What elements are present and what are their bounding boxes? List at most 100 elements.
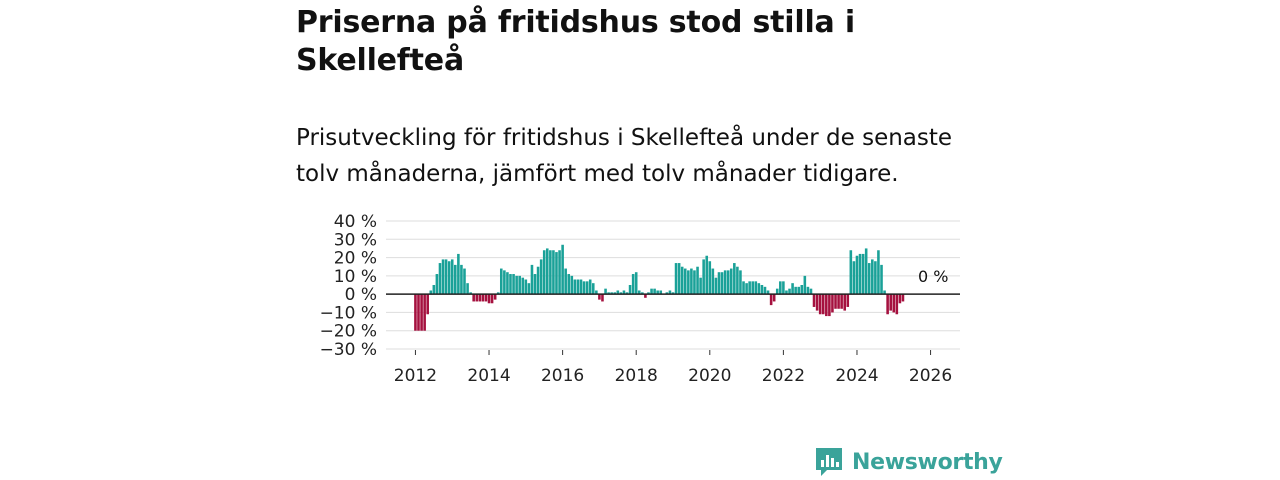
bar: [441, 259, 445, 295]
grid-lines: [386, 220, 960, 350]
bar: [760, 285, 764, 295]
bar: [447, 261, 451, 295]
bar: [861, 253, 865, 295]
y-tick-label: 30 %: [334, 230, 377, 250]
brand-name: Newsworthy: [852, 449, 1003, 475]
bar: [444, 259, 448, 295]
bar: [736, 266, 739, 295]
bar: [585, 281, 589, 295]
bar: [874, 261, 877, 295]
bar: [493, 294, 497, 300]
bar: [524, 279, 528, 295]
newsworthy-logo[interactable]: Newsworthy: [814, 446, 1003, 478]
bar: [601, 294, 604, 302]
chart-subtitle: Prisutveckling för fritidshus i Skelleft…: [296, 125, 953, 187]
bar: [892, 294, 896, 313]
bar: [763, 286, 767, 295]
bar: [545, 248, 549, 295]
newsworthy-logo-icon: [816, 448, 842, 476]
bar: [625, 292, 629, 295]
bar: [714, 277, 718, 295]
bar: [469, 292, 472, 295]
bar: [852, 261, 856, 295]
bar: [417, 294, 420, 331]
bar: [720, 272, 724, 295]
bar: [834, 294, 837, 309]
bar: [693, 270, 696, 295]
bar: [521, 277, 525, 295]
bar: [530, 264, 534, 295]
x-tick-label: 2020: [688, 366, 731, 386]
bar: [877, 250, 880, 295]
bar: [748, 281, 751, 295]
bar: [831, 294, 834, 313]
bar: [656, 290, 659, 295]
bar: [858, 253, 862, 295]
bar: [610, 292, 613, 295]
bar: [788, 288, 791, 295]
bar: [723, 270, 727, 295]
bar: [687, 270, 690, 295]
bar: [472, 294, 475, 302]
x-tick-label: 2026: [909, 366, 952, 386]
bar: [576, 279, 580, 295]
x-tick-label: 2018: [615, 366, 658, 386]
bar: [871, 259, 874, 295]
bar: [650, 288, 653, 295]
bar: [506, 272, 509, 295]
bar: [794, 286, 797, 295]
x-tick-label: 2012: [394, 366, 437, 386]
bar: [555, 252, 558, 295]
bar: [496, 292, 500, 295]
bar: [426, 294, 429, 315]
bar: [809, 288, 813, 295]
y-tick-label: 10 %: [334, 267, 377, 287]
bar: [567, 274, 571, 295]
bar: [708, 261, 712, 295]
bar: [683, 268, 687, 295]
bar: [579, 279, 583, 295]
bar: [542, 250, 546, 295]
bar: [641, 292, 644, 295]
bar: [782, 281, 785, 295]
y-axis-labels: 40 %30 %20 %10 %0 %−10 %−20 %−30 %: [320, 212, 377, 360]
bar: [414, 294, 417, 331]
bar: [717, 272, 721, 295]
bar: [659, 290, 663, 295]
bar: [674, 263, 678, 295]
bar: [775, 288, 779, 295]
bar: [828, 294, 831, 317]
bar: [791, 283, 794, 295]
x-axis: 2012 2014 2016 2018 2020 2022 2024 2026: [394, 350, 952, 386]
bar: [825, 294, 828, 317]
bar: [840, 294, 843, 309]
bar: [711, 268, 715, 295]
bar: [478, 294, 482, 302]
bar: [628, 285, 632, 295]
bar: [696, 266, 699, 295]
bar: [855, 255, 859, 295]
bar: [867, 263, 871, 295]
bar: [435, 274, 439, 295]
bar: [653, 288, 656, 295]
bar: [898, 294, 902, 304]
bar: [595, 290, 598, 295]
bar: [671, 292, 675, 295]
y-tick-label: 40 %: [334, 212, 377, 232]
bar: [843, 294, 847, 311]
bar: [509, 274, 512, 295]
x-tick-label: 2024: [835, 366, 878, 386]
bar: [806, 286, 810, 295]
bar: [690, 268, 693, 295]
bar: [457, 253, 460, 295]
bar: [499, 268, 503, 295]
bar: [644, 294, 647, 298]
chart-title: Priserna på fritidshus stod stilla i Ske…: [296, 5, 855, 78]
bar: [423, 294, 426, 331]
bar: [573, 279, 577, 295]
x-tick-label: 2014: [467, 366, 510, 386]
y-tick-label: −30 %: [320, 340, 377, 360]
bar: [558, 250, 561, 295]
bar: [846, 294, 850, 307]
bar: [607, 292, 610, 295]
